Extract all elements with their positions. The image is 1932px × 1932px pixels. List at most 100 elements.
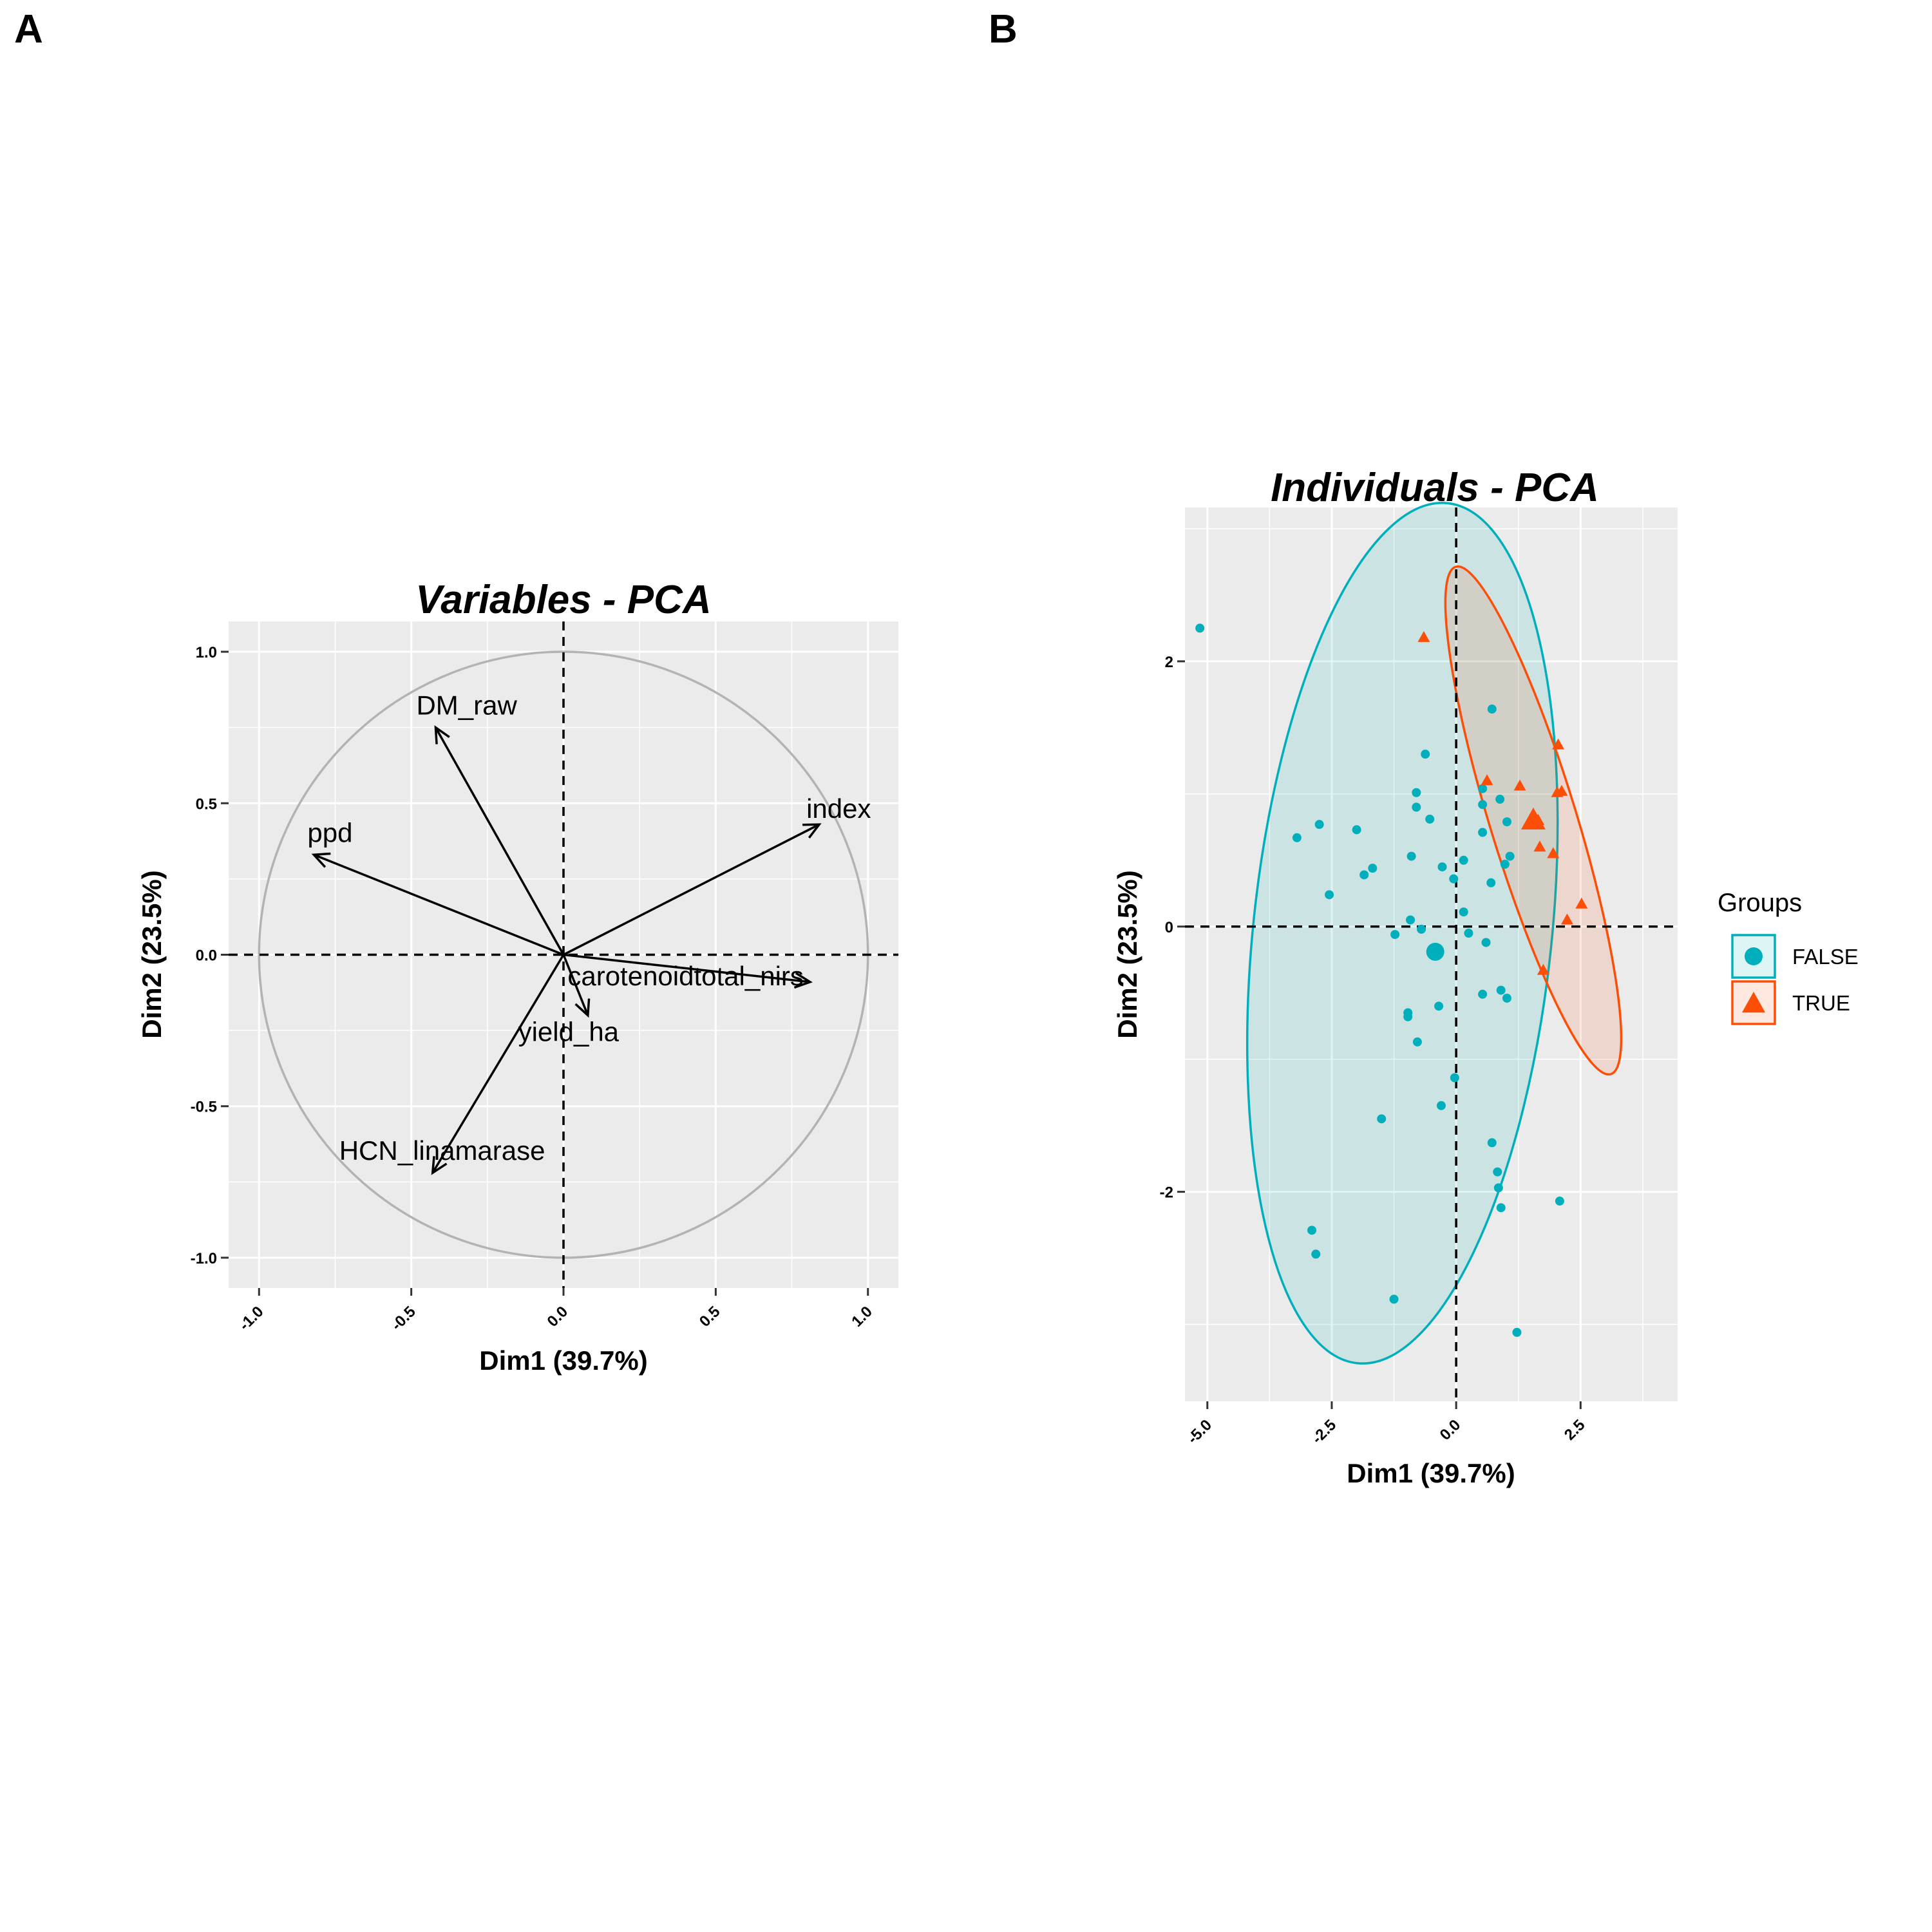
- point-false: [1425, 814, 1435, 824]
- point-false: [1478, 828, 1488, 837]
- point-true: [1513, 779, 1526, 791]
- point-false: [1487, 1138, 1497, 1148]
- point-false: [1502, 993, 1511, 1003]
- point-false: [1496, 1203, 1506, 1213]
- point-false: [1377, 1114, 1387, 1124]
- point-false: [1481, 938, 1491, 947]
- group-means: [1426, 808, 1546, 961]
- y-tick-label-a: -1.0: [191, 1250, 217, 1267]
- y-axis-ticks-b: -2 0 2: [1160, 654, 1185, 1202]
- point-true: [1537, 963, 1549, 975]
- individual-points: [1195, 623, 1588, 1337]
- variable-label-HCN_linamarase: HCN_linamarase: [339, 1135, 545, 1166]
- point-false: [1412, 1037, 1422, 1046]
- ellipse-false: [1245, 502, 1559, 1365]
- point-false: [1434, 1001, 1444, 1011]
- arrow-head-yield_ha: [574, 998, 591, 1018]
- legend-items: FALSE TRUE: [1731, 934, 1859, 1025]
- point-false: [1495, 795, 1505, 804]
- variables-pca-title: Variables - PCA: [415, 578, 711, 622]
- arrow-head-carotenoidtotal_nirs: [793, 972, 813, 989]
- y-tick-label-b: 2: [1165, 654, 1173, 671]
- point-true: [1547, 847, 1560, 858]
- legend-marker-true: [1741, 992, 1766, 1013]
- point-false: [1486, 878, 1496, 887]
- panel-letter-b: B: [989, 7, 1018, 52]
- point-true: [1552, 738, 1565, 750]
- point-false: [1292, 833, 1302, 842]
- arrow-shaft-index: [563, 823, 820, 956]
- point-false: [1352, 825, 1361, 835]
- point-false: [1389, 1294, 1399, 1304]
- variable-label-index: index: [806, 793, 871, 824]
- variable-label-ppd: ppd: [307, 817, 352, 848]
- arrow-head-ppd: [311, 852, 331, 868]
- point-false: [1421, 750, 1430, 759]
- point-false: [1449, 874, 1459, 884]
- variable-label-yield_ha: yield_ha: [518, 1017, 620, 1047]
- point-false: [1412, 788, 1421, 797]
- x-axis-title-a: Dim1 (39.7%): [479, 1345, 647, 1376]
- point-true: [1417, 630, 1430, 642]
- arrow-shaft-HCN_linamarase: [431, 954, 565, 1174]
- point-false: [1478, 989, 1488, 999]
- y-axis-title-b: Dim2 (23.5%): [1112, 870, 1142, 1038]
- point-false: [1368, 864, 1378, 873]
- y-tick-label-a: 0.5: [196, 795, 217, 813]
- variable-label-carotenoidtotal_nirs: carotenoidtotal_nirs: [567, 961, 804, 991]
- zero-lines-b: [1185, 507, 1678, 1401]
- point-false: [1325, 890, 1334, 900]
- variable-label-DM_raw: DM_raw: [416, 690, 517, 721]
- mean-point-false: [1426, 942, 1444, 961]
- point-true: [1555, 784, 1568, 796]
- arrow-head-index: [802, 823, 822, 838]
- arrow-shaft-carotenoidtotal_nirs: [563, 953, 811, 983]
- point-false: [1478, 784, 1488, 793]
- point-false: [1502, 817, 1511, 827]
- x-axis-title-b: Dim1 (39.7%): [1347, 1458, 1515, 1488]
- point-false: [1406, 851, 1416, 861]
- y-tick-label-b: -2: [1160, 1184, 1173, 1202]
- point-false: [1487, 705, 1497, 714]
- point-false: [1464, 929, 1473, 938]
- y-axis-title-a: Dim2 (23.5%): [137, 870, 167, 1038]
- point-false: [1307, 1226, 1317, 1235]
- point-false: [1314, 820, 1324, 829]
- arrow-shaft-yield_ha: [562, 954, 589, 1016]
- point-false: [1493, 1183, 1503, 1193]
- point-false: [1311, 1249, 1321, 1259]
- y-tick-label-a: -0.5: [191, 1099, 217, 1116]
- legend-title: Groups: [1718, 889, 1802, 917]
- point-false: [1496, 985, 1506, 995]
- point-false: [1390, 930, 1400, 940]
- arrow-head-HCN_linamarase: [431, 1156, 448, 1175]
- y-tick-label-b: 0: [1165, 919, 1173, 936]
- point-false: [1493, 1167, 1502, 1177]
- point-false: [1437, 862, 1447, 872]
- point-true: [1533, 840, 1546, 852]
- y-axis-ticks-a: -1.0 -0.5 0.0 0.5 1.0: [191, 644, 229, 1267]
- arrow-shaft-ppd: [313, 853, 564, 956]
- point-true: [1575, 897, 1588, 909]
- point-false: [1412, 802, 1421, 812]
- legend-marker-false: [1745, 947, 1763, 965]
- legend-label-true: TRUE: [1792, 991, 1850, 1015]
- panel-letter-a: A: [14, 7, 43, 52]
- point-false: [1436, 1101, 1446, 1110]
- point-false: [1459, 855, 1468, 865]
- mean-point-true: [1520, 808, 1546, 830]
- point-false: [1417, 924, 1426, 934]
- point-false: [1555, 1197, 1564, 1206]
- point-false: [1195, 623, 1205, 633]
- point-false: [1403, 1012, 1413, 1021]
- point-false: [1478, 800, 1488, 810]
- arrow-shaft-DM_raw: [434, 726, 565, 956]
- point-false: [1500, 859, 1510, 869]
- legend-key-false: [1731, 934, 1776, 979]
- individuals-pca-panel: Individuals - PCA -5.0 -2.5 0.0 2.5 -202 Di…: [1112, 466, 1859, 1488]
- legend-label-false: FALSE: [1792, 945, 1859, 969]
- point-false: [1406, 915, 1416, 925]
